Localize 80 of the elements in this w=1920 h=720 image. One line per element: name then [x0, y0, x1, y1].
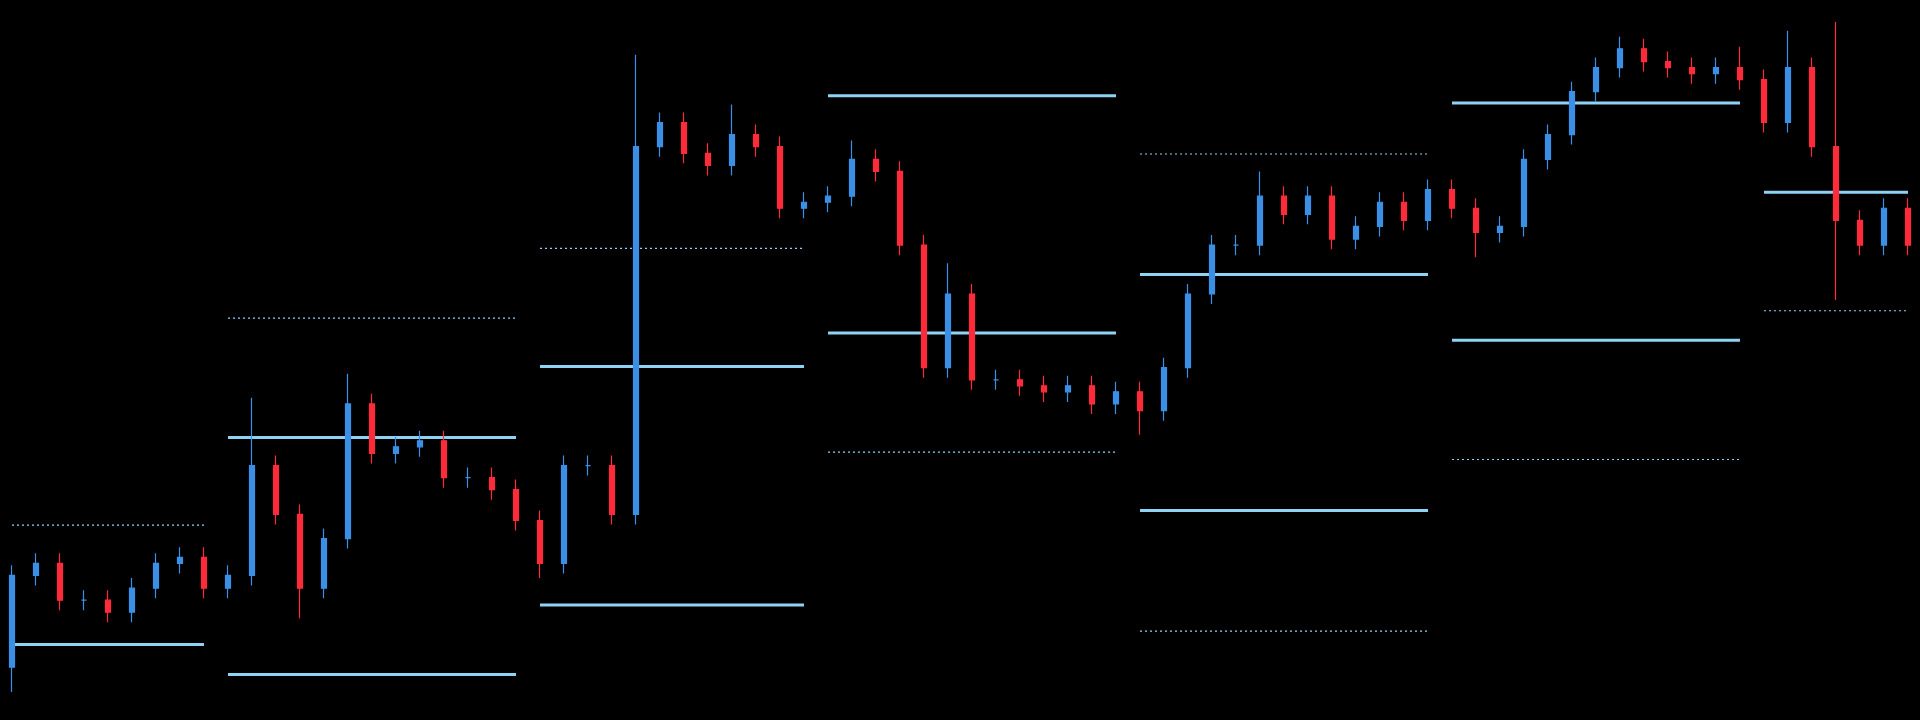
candlestick	[608, 454, 616, 526]
candlestick	[1856, 209, 1864, 256]
candlestick	[680, 111, 688, 164]
candlestick	[176, 546, 184, 575]
candlestick	[488, 466, 496, 501]
candlestick	[1280, 185, 1288, 225]
candlestick	[1304, 185, 1312, 225]
candlestick	[1664, 50, 1672, 79]
candlestick	[1328, 185, 1336, 250]
candlestick	[1184, 283, 1192, 379]
candlestick	[1448, 178, 1456, 219]
candlestick	[968, 283, 976, 391]
candlestick	[992, 369, 1000, 391]
candlestick	[128, 577, 136, 623]
candlestick	[632, 54, 640, 526]
candlestick	[776, 135, 784, 219]
candlestick	[392, 436, 400, 465]
candlestick	[1880, 197, 1888, 256]
candlestick	[848, 139, 856, 207]
candlestick	[296, 503, 304, 619]
candlestick	[272, 454, 280, 526]
candlestick	[920, 234, 928, 379]
candlestick	[320, 527, 328, 599]
candlestick	[416, 430, 424, 458]
candlestick	[1688, 56, 1696, 85]
candlestick	[1088, 375, 1096, 415]
candlestick	[1760, 68, 1768, 134]
candlestick	[32, 552, 40, 587]
candlestick	[1712, 56, 1720, 85]
candlestick	[1232, 234, 1240, 256]
candlestick	[1112, 381, 1120, 415]
candlestick	[1520, 148, 1528, 237]
candlestick	[80, 589, 88, 611]
candlestick	[1136, 381, 1144, 436]
candlestick	[1160, 357, 1168, 422]
candlestick	[1064, 375, 1072, 403]
candlestick	[1640, 38, 1648, 73]
candlestick	[1736, 46, 1744, 91]
candlestick	[1040, 375, 1048, 403]
candlestick	[1400, 191, 1408, 231]
candlestick	[512, 479, 520, 532]
candlestick	[1592, 56, 1600, 103]
candlestick	[1784, 30, 1792, 134]
candlestick	[728, 103, 736, 177]
candlestick	[824, 185, 832, 213]
candlestick	[1256, 170, 1264, 256]
candlestick	[584, 454, 592, 477]
candlestick	[896, 160, 904, 256]
candlestick	[1616, 36, 1624, 79]
candlestick	[464, 466, 472, 489]
candlestick	[8, 564, 16, 693]
candlestick	[56, 552, 64, 611]
candlestick	[1496, 215, 1504, 244]
candlestick	[800, 191, 808, 219]
candlestick	[1424, 178, 1432, 231]
candlestick	[368, 393, 376, 465]
candlestick	[200, 546, 208, 599]
candlestick	[656, 111, 664, 158]
candlestick	[1808, 56, 1816, 158]
candlestick	[704, 142, 712, 177]
candlestick	[536, 509, 544, 579]
candlestick	[1568, 81, 1576, 146]
candlestick	[872, 148, 880, 183]
candlestick	[224, 564, 232, 599]
candlestick	[440, 430, 448, 489]
candlestick	[1472, 197, 1480, 258]
candlestick	[1904, 197, 1912, 256]
candlestick	[1544, 123, 1552, 170]
candlestick	[1376, 191, 1384, 237]
candlestick	[1832, 21, 1840, 301]
candlestick	[560, 454, 568, 575]
candlestick	[944, 262, 952, 379]
candlestick	[1208, 234, 1216, 305]
candlestick	[1352, 215, 1360, 250]
candlestick	[104, 589, 112, 623]
candlestick	[344, 373, 352, 550]
candlestick	[248, 397, 256, 587]
candlestick	[152, 552, 160, 599]
candlestick	[1016, 369, 1024, 397]
candlestick	[752, 123, 760, 158]
